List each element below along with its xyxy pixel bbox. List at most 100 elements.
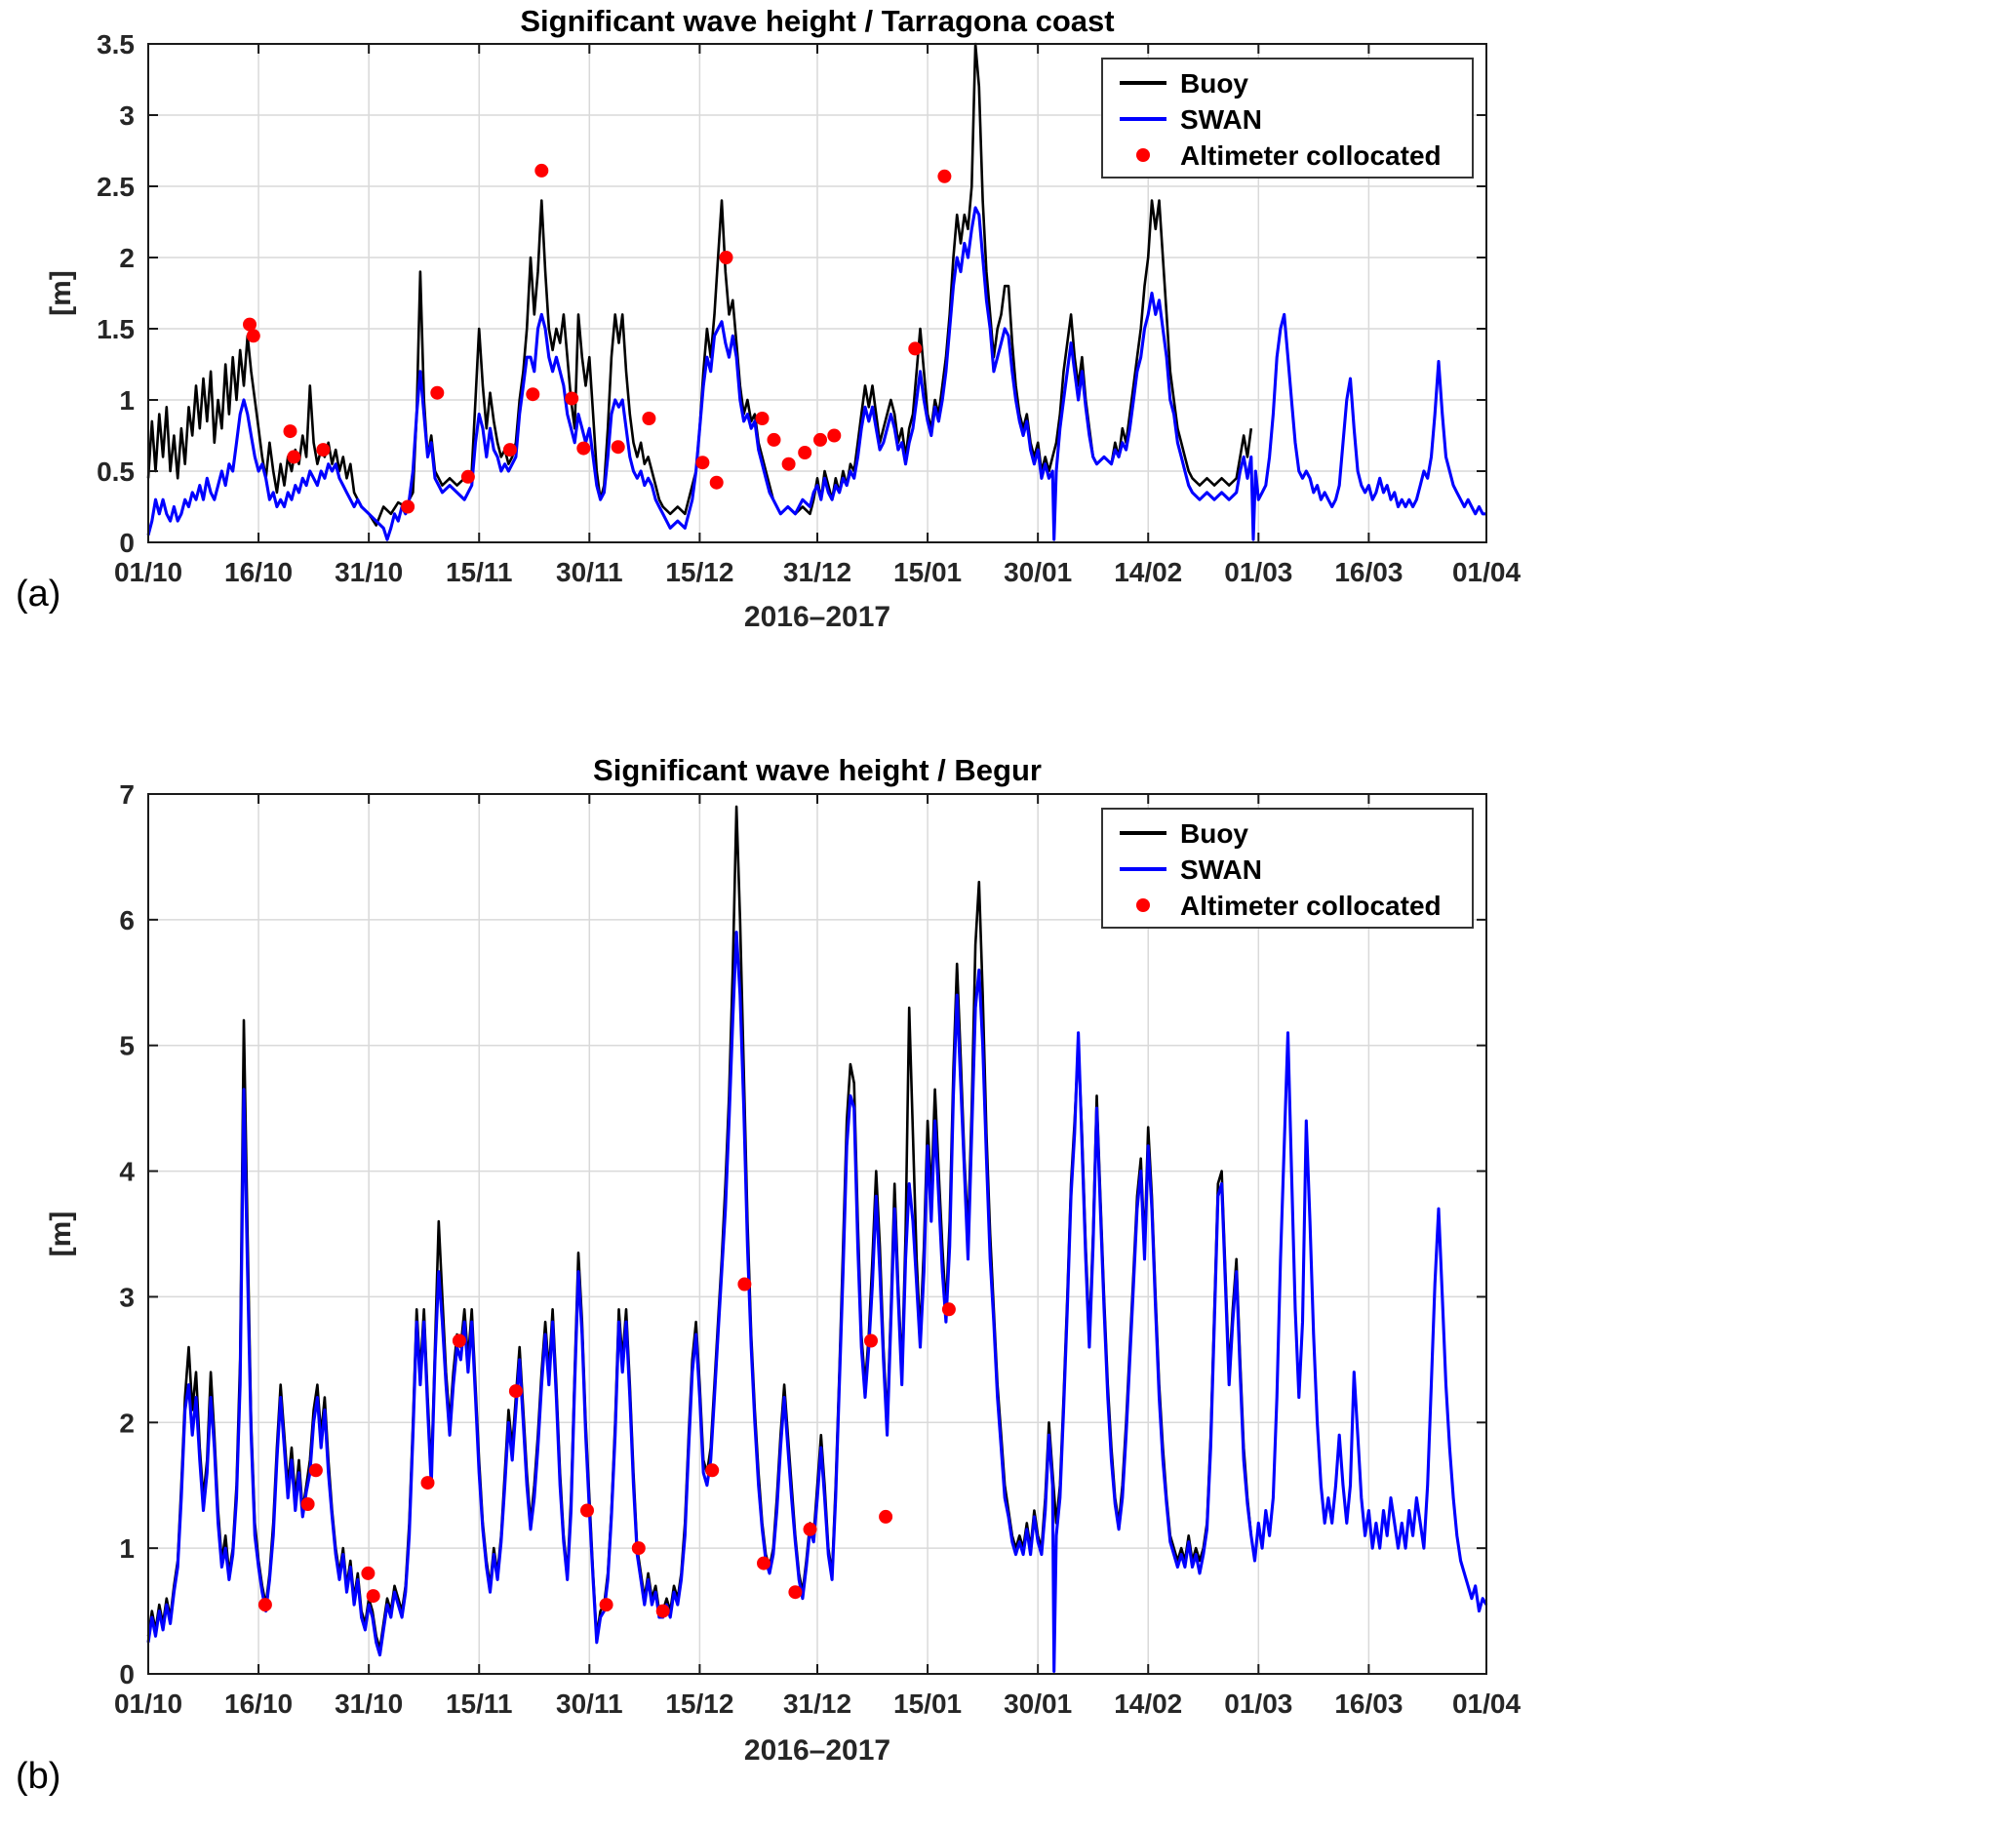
svg-text:01/04: 01/04	[1452, 557, 1521, 587]
legend-entry-label: Altimeter collocated	[1180, 891, 1442, 921]
altimeter-point	[631, 1541, 646, 1556]
svg-text:3: 3	[119, 100, 135, 131]
svg-text:01/03: 01/03	[1224, 557, 1292, 587]
altimeter-point	[508, 1384, 523, 1399]
altimeter-point	[755, 412, 770, 425]
panel-b-label: (b)	[16, 1756, 61, 1797]
svg-text:30/11: 30/11	[556, 1689, 623, 1719]
altimeter-point	[401, 499, 415, 514]
svg-text:4: 4	[119, 1157, 135, 1187]
svg-text:3: 3	[119, 1282, 135, 1312]
x-tick-labels: 01/10 16/10 31/10 15/11 30/11 15/12 31/12 15/01…	[114, 557, 1521, 587]
svg-text:01/10: 01/10	[114, 1689, 182, 1719]
altimeter-point	[308, 1463, 323, 1478]
altimeter-point	[719, 251, 733, 264]
axis-ticks	[147, 43, 1487, 543]
svg-text:31/12: 31/12	[783, 557, 851, 587]
legend: Buoy SWAN Altimeter collocated	[1101, 808, 1474, 929]
altimeter-points	[257, 1277, 956, 1618]
svg-text:15/12: 15/12	[665, 557, 733, 587]
altimeter-point	[813, 432, 827, 447]
altimeter-point	[430, 385, 445, 400]
svg-text:0: 0	[119, 1659, 135, 1689]
y-tick-labels: 0 1 2 3 4 5 6 7	[119, 779, 135, 1689]
legend-dot-sample	[1136, 148, 1150, 162]
legend-entry-label: SWAN	[1180, 854, 1262, 885]
svg-text:5: 5	[119, 1031, 135, 1061]
svg-text:2.5: 2.5	[97, 172, 135, 202]
altimeter-point	[283, 424, 297, 439]
svg-text:15/11: 15/11	[446, 1689, 513, 1719]
axis-ticks	[147, 793, 1487, 1675]
svg-text:31/10: 31/10	[335, 1689, 403, 1719]
svg-text:1: 1	[119, 1533, 135, 1564]
legend-entry-label: Buoy	[1180, 818, 1248, 849]
altimeter-point	[246, 329, 260, 343]
altimeter-point	[798, 446, 812, 459]
svg-text:0.5: 0.5	[97, 457, 135, 487]
altimeter-point	[803, 1522, 817, 1536]
altimeter-point	[941, 1302, 956, 1317]
chart-b-canvas: Significant wave height / Begur 01/10 16/1…	[45, 753, 1521, 1767]
svg-text:15/01: 15/01	[893, 557, 962, 587]
altimeter-point	[937, 169, 952, 183]
svg-text:01/10: 01/10	[114, 557, 182, 587]
altimeter-point	[502, 443, 517, 457]
altimeter-point	[705, 1463, 720, 1478]
y-axis-label: [m]	[45, 270, 77, 316]
altimeter-point	[287, 450, 301, 464]
panel-b: Significant wave height / Begur 01/10 16/1…	[0, 741, 2016, 1828]
altimeter-point	[695, 456, 710, 470]
panel-a: Significant wave height / Tarragona coas…	[0, 0, 2016, 741]
altimeter-point	[316, 443, 331, 457]
swan-line	[146, 206, 1486, 541]
altimeter-point	[879, 1509, 893, 1524]
svg-text:0: 0	[119, 528, 135, 558]
svg-text:30/01: 30/01	[1004, 557, 1072, 587]
svg-text:15/12: 15/12	[665, 1689, 733, 1719]
y-axis-label: [m]	[45, 1212, 77, 1257]
x-axis-label: 2016–2017	[744, 1734, 890, 1767]
altimeter-point	[300, 1497, 315, 1511]
swan-line	[146, 931, 1488, 1673]
altimeter-point	[767, 432, 781, 447]
altimeter-point	[257, 1598, 272, 1612]
altimeter-point	[460, 469, 475, 484]
chart-title: Significant wave height / Tarragona coas…	[520, 4, 1114, 38]
altimeter-point	[599, 1598, 613, 1612]
svg-text:6: 6	[119, 905, 135, 935]
svg-text:30/11: 30/11	[556, 557, 623, 587]
svg-text:1.5: 1.5	[97, 314, 135, 344]
x-tick-labels: 01/10 16/10 31/10 15/11 30/11 15/12 31/12 15/01…	[114, 1689, 1521, 1719]
svg-text:16/10: 16/10	[224, 557, 293, 587]
altimeter-point	[788, 1585, 803, 1600]
altimeter-point	[361, 1566, 376, 1580]
x-axis-label: 2016–2017	[744, 601, 890, 633]
svg-text:16/10: 16/10	[224, 1689, 293, 1719]
altimeter-point	[737, 1277, 752, 1292]
svg-text:31/12: 31/12	[783, 1689, 851, 1719]
altimeter-point	[526, 387, 540, 402]
altimeter-point	[611, 440, 625, 455]
svg-text:30/01: 30/01	[1004, 1689, 1072, 1719]
altimeter-point	[565, 391, 579, 406]
chart-title: Significant wave height / Begur	[593, 753, 1042, 787]
altimeter-point	[908, 341, 923, 356]
altimeter-point	[452, 1333, 466, 1348]
svg-text:3.5: 3.5	[97, 29, 135, 60]
panel-a-label: (a)	[16, 574, 61, 615]
svg-text:31/10: 31/10	[335, 557, 403, 587]
svg-text:16/03: 16/03	[1334, 557, 1403, 587]
buoy-line	[146, 42, 1253, 527]
altimeter-point	[420, 1476, 435, 1490]
svg-text:1: 1	[119, 385, 135, 416]
svg-text:01/03: 01/03	[1224, 1689, 1292, 1719]
svg-text:14/02: 14/02	[1114, 557, 1182, 587]
altimeter-point	[366, 1589, 380, 1604]
altimeter-point	[781, 457, 796, 471]
altimeter-point	[655, 1604, 670, 1618]
legend-entry-label: Altimeter collocated	[1180, 140, 1442, 171]
legend-dot-sample	[1136, 898, 1150, 912]
altimeter-point	[642, 412, 656, 425]
